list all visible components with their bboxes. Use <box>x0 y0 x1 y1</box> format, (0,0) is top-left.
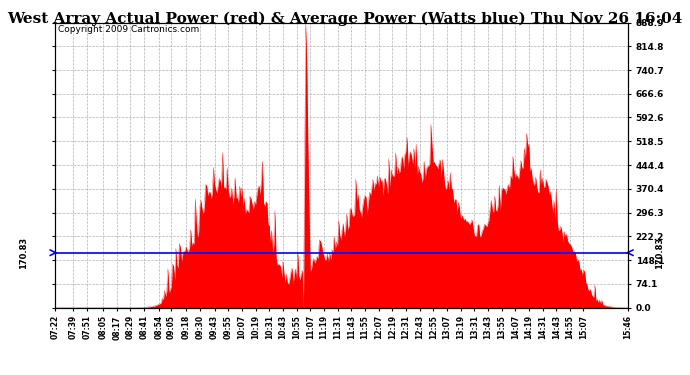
Text: 170.83: 170.83 <box>19 237 28 269</box>
Text: West Array Actual Power (red) & Average Power (Watts blue) Thu Nov 26 16:04: West Array Actual Power (red) & Average … <box>8 11 682 26</box>
Text: Copyright 2009 Cartronics.com: Copyright 2009 Cartronics.com <box>58 26 199 34</box>
Text: 170.83: 170.83 <box>655 237 664 269</box>
